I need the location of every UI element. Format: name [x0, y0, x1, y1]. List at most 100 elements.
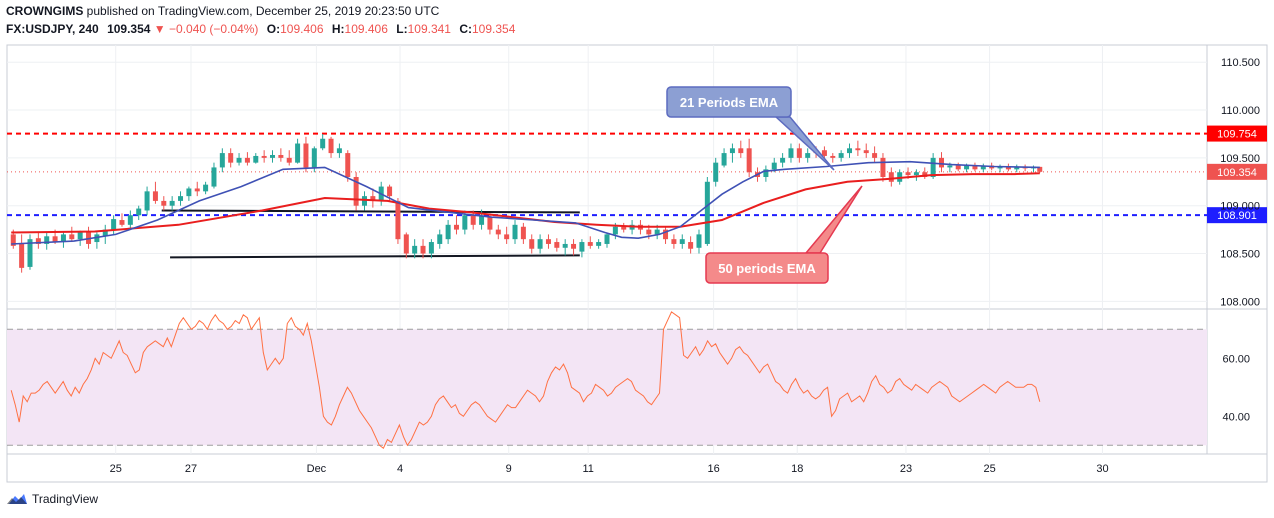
candle-body [211, 167, 217, 187]
high-label: H: [331, 22, 345, 36]
candle-body [152, 191, 158, 201]
candle-body [604, 234, 610, 244]
rsi-tick-label: 40.00 [1222, 411, 1250, 423]
candle-body [102, 229, 108, 237]
candle-body [554, 242, 560, 248]
candle-body [788, 148, 794, 158]
price-pane[interactable] [6, 44, 1208, 310]
candle-body [972, 165, 978, 170]
candle-body [512, 224, 518, 240]
candle-body [587, 242, 593, 246]
grid-lines [7, 45, 1207, 454]
close-label: C: [459, 22, 472, 36]
candle-body [930, 157, 936, 177]
price-tick-label: 109.000 [1220, 201, 1260, 213]
candle-body [855, 148, 861, 151]
ohlc-legend: FX:USDJPY, 240 109.354 ▼ −0.040 (−0.04%)… [6, 22, 515, 36]
candle-body [721, 153, 727, 166]
candle-body [470, 215, 476, 225]
candle-body [646, 229, 652, 235]
candle-body [161, 200, 167, 206]
open-label: O: [266, 22, 281, 36]
candle-body [688, 242, 694, 249]
candle-body [203, 184, 209, 192]
publish-info: CROWNGIMS published on TradingView.com, … [6, 4, 439, 18]
rsi-tick-label: 60.00 [1222, 353, 1250, 365]
candle-body [504, 234, 510, 240]
candle-body [821, 150, 827, 156]
candle-body [571, 243, 577, 249]
candle-body [679, 239, 685, 244]
candle-body [27, 239, 33, 267]
price-level-tag [1207, 163, 1267, 180]
candle-body [663, 229, 669, 240]
candle-body [947, 165, 953, 168]
candle-body [980, 165, 986, 170]
candle-body [395, 200, 401, 240]
channel-line-top[interactable] [161, 209, 580, 214]
candle-body [328, 138, 334, 154]
candle-body [545, 239, 551, 244]
candle-body [830, 155, 836, 158]
candle-body [270, 155, 276, 158]
time-axis[interactable] [6, 453, 1268, 483]
price-axis-ticks: 110.500 110.000 109.500 109.000 108.500 108.0… [1220, 57, 1260, 308]
time-tick-label: 9 [506, 463, 512, 475]
price-level-label: 108.901 [1217, 210, 1257, 222]
candle-body [964, 165, 970, 170]
price-level-tag [1207, 125, 1267, 142]
time-tick-label: 11 [582, 463, 593, 475]
candle-body [838, 153, 844, 158]
rsi-band [7, 329, 1207, 446]
change-arrow-icon: ▼ [153, 22, 166, 36]
candle-body [320, 138, 326, 149]
candle-body [1014, 166, 1020, 170]
callout-box[interactable] [666, 86, 792, 118]
candle-body [771, 162, 777, 170]
channel-line-bottom[interactable] [170, 254, 580, 259]
callout-text: 21 Periods EMA [680, 95, 779, 110]
candle-body [244, 157, 250, 163]
candle-body [420, 245, 426, 254]
candle-body [60, 234, 66, 243]
publisher-name[interactable]: CROWNGIMS [6, 4, 84, 18]
candle-body [10, 234, 16, 246]
candle-body [938, 157, 944, 168]
tradingview-brand: TradingView [32, 492, 99, 506]
symbol-label[interactable]: FX:USDJPY, 240 [6, 22, 99, 36]
candle-body [186, 188, 192, 197]
price-tick-label: 108.500 [1220, 249, 1260, 261]
time-tick-label: 27 [185, 463, 197, 475]
time-tick-label: 23 [900, 463, 912, 475]
candle-body [922, 172, 928, 177]
ema-annotations: 21 Periods EMA 50 periods EMA [666, 86, 863, 284]
rsi-line [10, 311, 1041, 449]
candle-body [261, 155, 267, 158]
candle-body [621, 226, 627, 230]
candle-body [462, 215, 468, 230]
price-level-tag [1207, 207, 1267, 224]
open-value: 109.406 [280, 22, 324, 36]
callout-box[interactable] [705, 252, 829, 284]
rsi-axis[interactable] [1206, 308, 1268, 455]
candle-body [704, 181, 710, 244]
candle-body [562, 243, 568, 248]
candle-body [361, 196, 367, 206]
candle-body [1037, 166, 1043, 172]
candle-body [713, 162, 719, 182]
candle-body [178, 196, 184, 201]
candle-body [729, 148, 735, 154]
candle-body [453, 224, 459, 230]
candle-body [738, 148, 744, 154]
candle-body [671, 239, 677, 244]
tradingview-logo[interactable]: TradingView [6, 490, 98, 508]
candle-body [847, 148, 853, 154]
candle-body [311, 148, 317, 168]
candle-body [529, 239, 535, 249]
candle-body [169, 200, 175, 206]
candle-body [888, 172, 894, 182]
candle-body [428, 242, 434, 254]
candle-body [52, 236, 58, 243]
candle-body [913, 172, 919, 176]
